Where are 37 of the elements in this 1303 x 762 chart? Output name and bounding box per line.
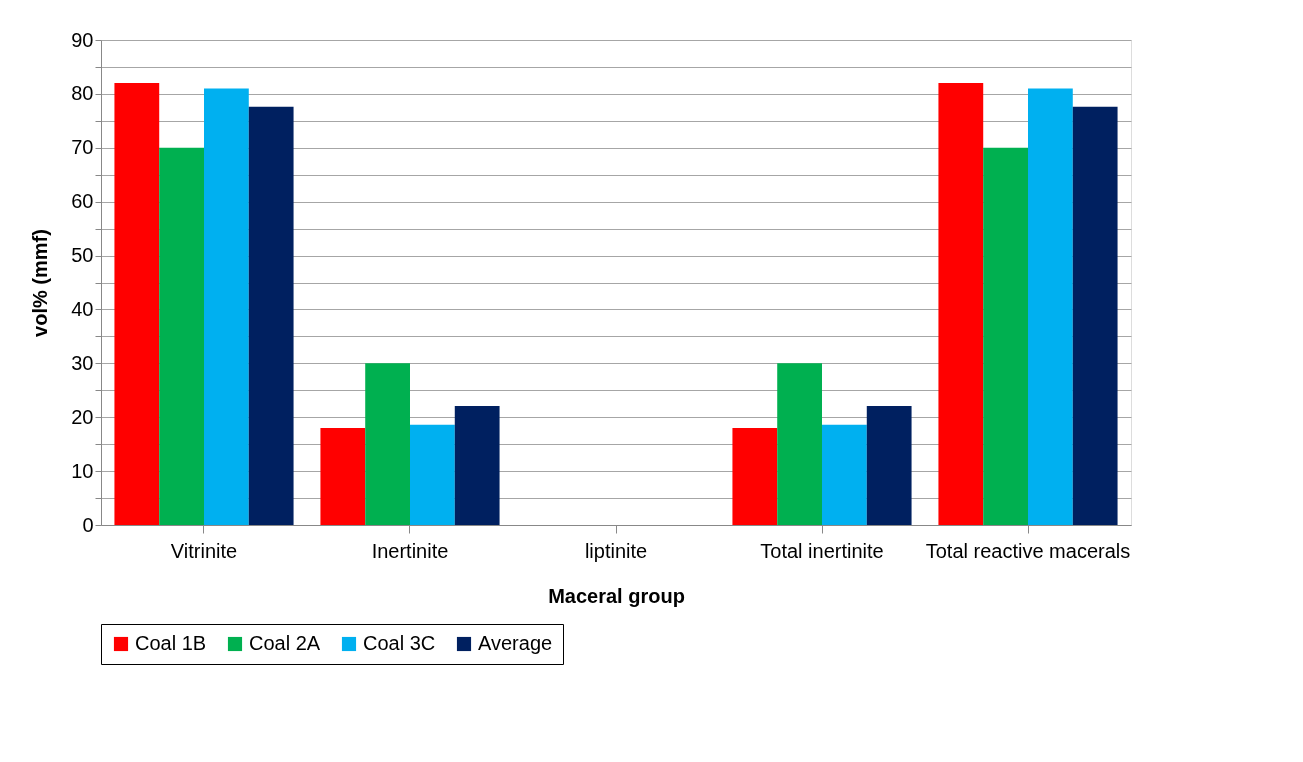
bar xyxy=(365,363,410,525)
x-tick-label: liptinite xyxy=(584,539,648,562)
y-tick-label: 40 xyxy=(71,297,94,320)
y-tick-label: 70 xyxy=(71,136,94,159)
y-tick-label: 50 xyxy=(71,244,94,267)
x-tick-label: Total inertinite xyxy=(760,539,884,562)
legend-label: Average xyxy=(478,632,553,654)
legend-label: Coal 1B xyxy=(135,632,207,654)
bar xyxy=(114,83,160,525)
bar xyxy=(248,106,294,525)
legend-label: Coal 3C xyxy=(363,632,436,654)
y-tick-label: 0 xyxy=(82,513,94,536)
y-tick-label: 10 xyxy=(71,459,94,482)
x-axis-title: Maceral group xyxy=(548,584,685,607)
y-tick-label: 90 xyxy=(71,28,94,51)
bar xyxy=(410,424,455,525)
x-tick-label: Total reactive macerals xyxy=(925,539,1131,562)
bar xyxy=(938,83,984,525)
y-tick-label: 30 xyxy=(71,351,94,374)
legend-label: Coal 2A xyxy=(249,632,321,654)
bar xyxy=(159,147,204,525)
bar xyxy=(732,428,778,525)
bar xyxy=(204,88,249,525)
bar xyxy=(777,363,822,525)
bar xyxy=(822,424,867,525)
bar xyxy=(866,405,912,525)
bar xyxy=(320,428,366,525)
y-tick-label: 60 xyxy=(71,190,94,213)
bar xyxy=(1072,106,1118,525)
y-axis-title: vol% (mmf) xyxy=(29,229,52,337)
bar xyxy=(454,405,500,525)
bar xyxy=(983,147,1028,525)
x-tick-label: Vitrinite xyxy=(170,539,238,562)
y-tick-label: 80 xyxy=(71,82,94,105)
x-tick-label: Inertinite xyxy=(371,539,449,562)
y-tick-label: 20 xyxy=(71,405,94,428)
bar xyxy=(1028,88,1073,525)
